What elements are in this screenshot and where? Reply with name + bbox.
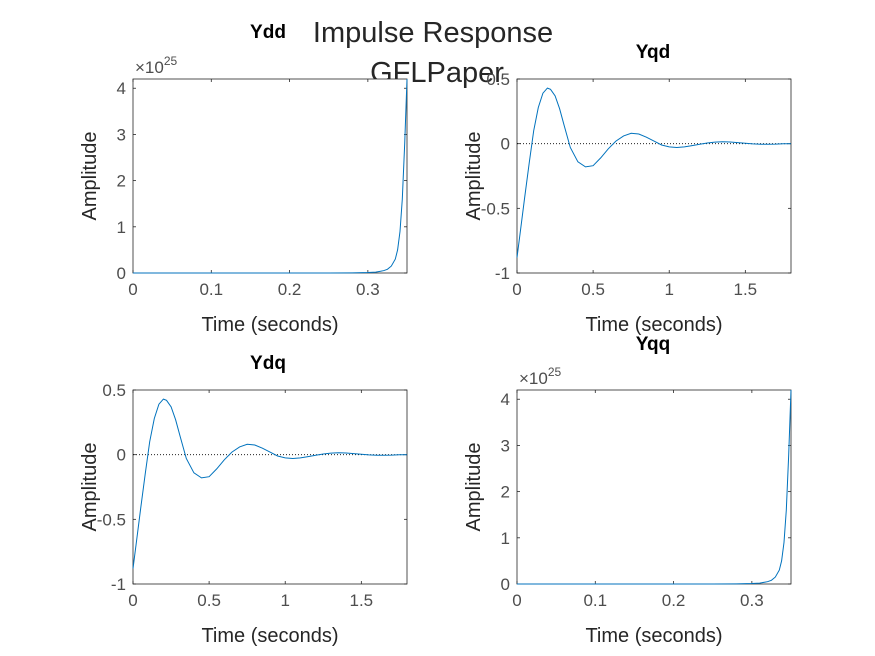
x-tick-label: 0.3 bbox=[740, 591, 764, 610]
y-tick-label: 1 bbox=[117, 218, 126, 237]
impulse-response-line bbox=[133, 78, 408, 274]
plot-area bbox=[132, 389, 408, 585]
x-tick-label: 0 bbox=[128, 280, 137, 299]
y-tick-label: 0.5 bbox=[486, 70, 510, 89]
impulse-response-line bbox=[132, 398, 408, 569]
y-axis-label: Amplitude bbox=[79, 132, 101, 221]
x-axis-label: Time (seconds) bbox=[585, 314, 722, 336]
y-tick-label: 0 bbox=[501, 135, 510, 154]
x-tick-label: 0 bbox=[512, 280, 521, 299]
plot-area bbox=[516, 78, 792, 274]
y-tick-label: 1 bbox=[501, 529, 510, 548]
figure-title-line1: Impulse Response bbox=[313, 17, 553, 49]
y-exponent-label: ×1025 bbox=[519, 365, 562, 388]
y-tick-label: 2 bbox=[501, 483, 510, 502]
x-tick-label: 0.3 bbox=[356, 280, 380, 299]
subplot-yqq: 0 0.1 0.2 0.3 0 1 2 3 4 ×1025 Yqq Time (seconds) Amp… bbox=[463, 334, 792, 647]
y-tick-label: -0.5 bbox=[97, 510, 126, 529]
y-axis-label: Amplitude bbox=[463, 443, 485, 532]
x-tick-label: 0.1 bbox=[199, 280, 223, 299]
x-tick-label: 1 bbox=[280, 591, 289, 610]
x-tick-label: 0.2 bbox=[662, 591, 686, 610]
subplot-ydd: 0 0.1 0.2 0.3 0 1 2 3 4 ×1025 Ydd Time (seconds) Amp… bbox=[79, 22, 408, 336]
subplot-ydq: 0 0.5 1 1.5 -1 -0.5 0 0.5 Ydq Time (seconds) Ampli… bbox=[79, 353, 408, 647]
y-tick-label: 4 bbox=[501, 390, 510, 409]
y-tick-label: -1 bbox=[111, 575, 126, 594]
y-exponent-label: ×1025 bbox=[135, 54, 178, 77]
y-exponent-power: 25 bbox=[548, 365, 562, 379]
x-tick-label: 1 bbox=[664, 280, 673, 299]
y-tick-label: 3 bbox=[501, 436, 510, 455]
x-tick-label: 1.5 bbox=[350, 591, 374, 610]
x-tick-label: 1.5 bbox=[734, 280, 758, 299]
x-tick-label: 0 bbox=[512, 591, 521, 610]
y-tick-label: -0.5 bbox=[481, 199, 510, 218]
x-tick-label: 0.5 bbox=[581, 280, 605, 299]
impulse-response-line bbox=[516, 87, 792, 258]
y-tick-label: 0 bbox=[117, 264, 126, 283]
subplot-title: Yqq bbox=[636, 334, 670, 355]
y-axis-label: Amplitude bbox=[463, 132, 485, 221]
y-tick-label: 3 bbox=[117, 125, 126, 144]
impulse-response-line bbox=[517, 389, 792, 585]
y-tick-label: 2 bbox=[117, 172, 126, 191]
plot-area bbox=[132, 78, 408, 274]
x-tick-label: 0.2 bbox=[278, 280, 302, 299]
subplot-yqd: 0 0.5 1 1.5 -1 -0.5 0 0.5 Yqd Time (seconds) Ampli… bbox=[463, 42, 792, 336]
y-exponent-base: ×10 bbox=[519, 369, 548, 388]
x-tick-label: 0.5 bbox=[197, 591, 221, 610]
y-axis-label: Amplitude bbox=[79, 443, 101, 532]
y-tick-label: 0 bbox=[501, 575, 510, 594]
subplot-title: Yqd bbox=[636, 42, 670, 63]
x-axis-label: Time (seconds) bbox=[585, 625, 722, 647]
x-tick-label: 0 bbox=[128, 591, 137, 610]
plot-area bbox=[516, 389, 792, 585]
y-exponent-base: ×10 bbox=[135, 58, 164, 77]
x-axis-label: Time (seconds) bbox=[201, 314, 338, 336]
y-exponent-power: 25 bbox=[164, 54, 178, 68]
y-tick-label: 0 bbox=[117, 446, 126, 465]
subplot-title: Ydd bbox=[250, 22, 286, 43]
y-tick-label: 4 bbox=[117, 79, 126, 98]
y-tick-label: 0.5 bbox=[102, 381, 126, 400]
y-tick-label: -1 bbox=[495, 264, 510, 283]
x-axis-label: Time (seconds) bbox=[201, 625, 338, 647]
subplot-title: Ydq bbox=[250, 353, 286, 374]
x-tick-label: 0.1 bbox=[583, 591, 607, 610]
